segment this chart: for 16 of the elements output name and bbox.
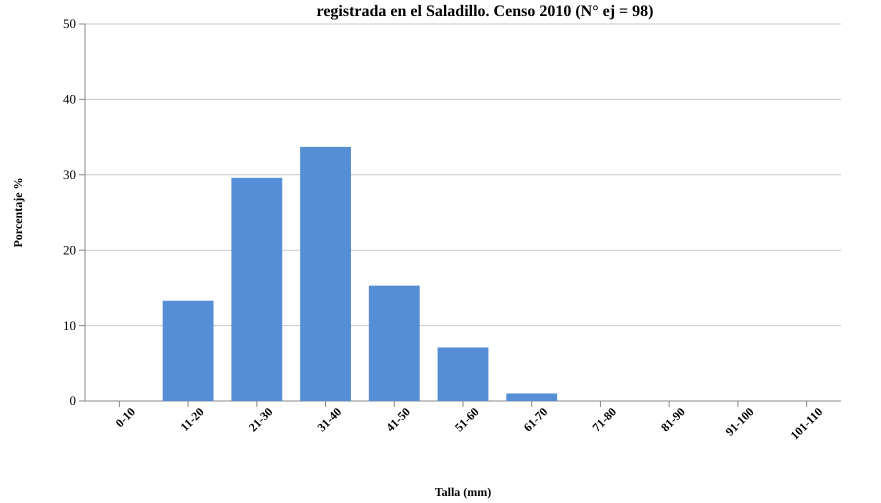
y-tick-label: 10 [63, 318, 76, 333]
y-tick-label: 40 [63, 92, 76, 107]
y-tick-label: 30 [63, 166, 76, 182]
chart-title: registrada en el Saladillo. Censo 2010 (N° ej = 98) [316, 3, 654, 20]
bar [162, 300, 214, 401]
bar [231, 178, 282, 401]
bar [438, 347, 488, 401]
x-axis-title: Talla (mm) [434, 485, 492, 499]
bar [300, 146, 351, 401]
bar [506, 393, 558, 401]
y-axis-title: Porcentaje % [11, 177, 25, 248]
bar [368, 286, 420, 401]
y-tick-label: 0 [70, 393, 76, 408]
y-tick-label: 20 [63, 242, 76, 258]
x-tick-label: 0-10 [112, 404, 138, 430]
y-tick-label: 50 [63, 16, 76, 32]
